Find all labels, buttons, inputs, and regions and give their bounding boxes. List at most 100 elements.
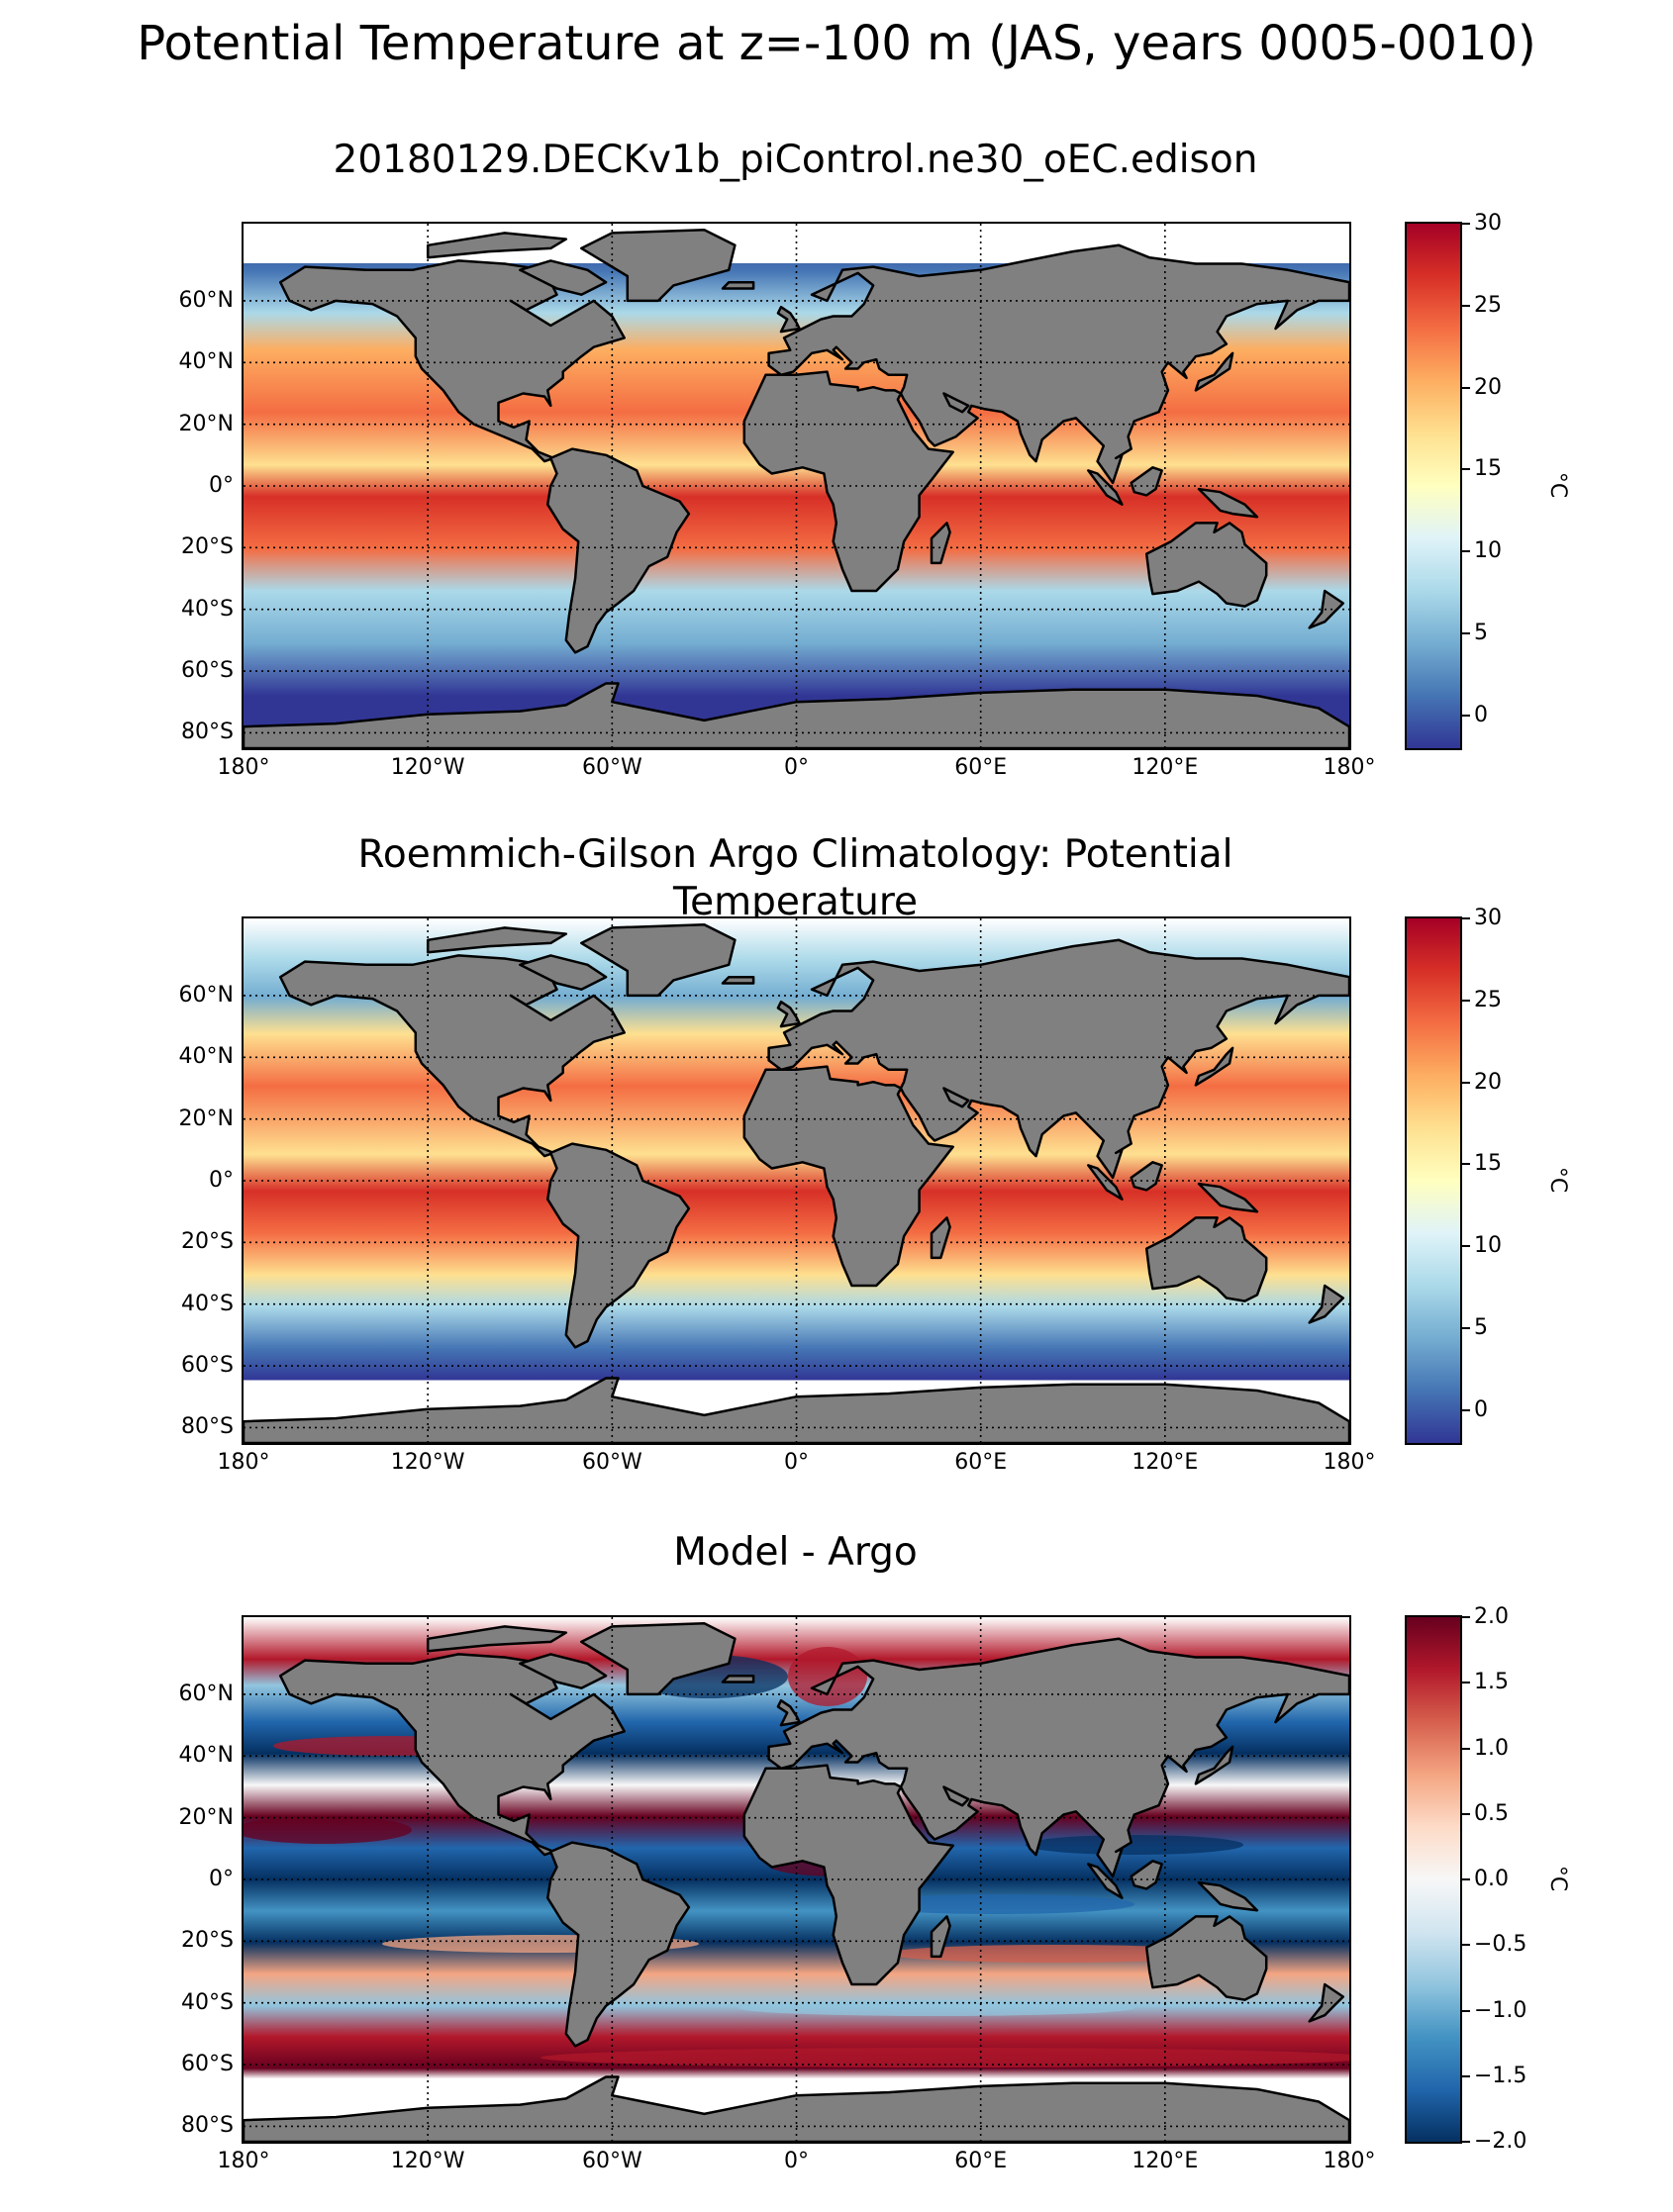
longitude-label: 180° (217, 755, 270, 780)
colorbar-tick-label: 15 (1474, 456, 1502, 482)
panel-1-colorbar (1405, 222, 1462, 750)
colorbar-tick (1460, 2009, 1470, 2012)
landmass-uk (776, 305, 801, 334)
panel-2-colorbar-unit: °C (1545, 1166, 1571, 1194)
colorbar-tick (1460, 1747, 1470, 1750)
landmass-greenland (580, 922, 737, 998)
landmass-sumatra (1087, 1863, 1124, 1899)
colorbar-tick-label: 5 (1474, 1315, 1488, 1341)
longitude-label: 180° (217, 1450, 270, 1475)
landmass-australia (1144, 1915, 1268, 2001)
colorbar-tick-label: 20 (1474, 374, 1502, 400)
longitude-label: 120°E (1132, 2149, 1199, 2173)
panel-3-title: Model - Argo (673, 1530, 918, 1575)
landmass-north-america (278, 1653, 626, 1857)
colorbar-tick (1460, 632, 1470, 635)
landmass-baffin (519, 954, 608, 991)
colorbar-tick-label: −1.0 (1474, 1997, 1527, 2023)
latitude-label: 60°N (178, 1681, 234, 1706)
landmass-north-america (278, 954, 626, 1158)
colorbar-tick (1460, 550, 1470, 553)
latitude-label: 20°N (178, 1106, 234, 1131)
continents (244, 1621, 1349, 2142)
longitude-label: 0° (784, 2149, 809, 2173)
landmass-australia (1144, 522, 1268, 608)
panel-2-title: Roemmich-Gilson Argo Climatology: Potent… (357, 832, 1233, 924)
panel-2-colorbar (1405, 916, 1462, 1445)
continents (244, 228, 1349, 748)
colorbar-tick (1460, 468, 1470, 471)
graticule (244, 224, 1349, 748)
graticule (244, 918, 1349, 1443)
latitude-label: 60°S (181, 658, 234, 684)
landmass-japan (1194, 1046, 1234, 1087)
colorbar-tick (1460, 2074, 1470, 2077)
colorbar-tick-label: 1.0 (1474, 1735, 1509, 1761)
landmass-eurasia-africa (742, 938, 1349, 1288)
landmass-north-america (278, 259, 626, 463)
longitude-label: 180° (217, 2149, 270, 2173)
latitude-label: 20°N (178, 411, 234, 436)
colorbar-tick (1460, 1944, 1470, 1947)
colorbar-tick-label: 30 (1474, 211, 1502, 236)
panel-3-map (242, 1615, 1351, 2144)
latitude-label: 20°S (181, 1229, 234, 1255)
colorbar-tick-label: 0 (1474, 1396, 1488, 1422)
graticule (244, 1617, 1349, 2142)
figure-title: Potential Temperature at z=-100 m (JAS, … (137, 16, 1536, 71)
colorbar-tick-label: 25 (1474, 987, 1502, 1012)
longitude-label: 60°E (954, 2149, 1008, 2173)
colorbar-tick-label: −2.0 (1474, 2129, 1527, 2154)
colorbar-tick-label: −1.5 (1474, 2063, 1527, 2088)
longitude-label: 180° (1323, 1450, 1376, 1475)
landmass-new-guinea (1197, 1880, 1259, 1912)
landmass-madagascar (930, 522, 951, 565)
colorbar-tick (1460, 223, 1470, 225)
longitude-label: 120°W (390, 755, 465, 780)
latitude-label: 40°S (181, 1291, 234, 1316)
longitude-label: 120°W (390, 1450, 465, 1475)
landmass-baffin (519, 1653, 608, 1689)
colorbar-tick (1460, 1245, 1470, 1248)
landmass-japan (1194, 1745, 1234, 1785)
landmass-antarctica (244, 682, 1349, 748)
longitude-label: 120°E (1132, 1450, 1199, 1475)
landmass-uk (776, 1698, 801, 1727)
landmass-greenland (580, 1621, 737, 1696)
landmass-indonesia-borneo (1130, 1860, 1163, 1890)
landmass-arctic-islands (426, 232, 568, 259)
colorbar-tick-label: 5 (1474, 621, 1488, 646)
landmass-antarctica (244, 2075, 1349, 2142)
colorbar-tick (1460, 386, 1470, 389)
latitude-label: 40°N (178, 1743, 234, 1769)
colorbar-tick-label: 30 (1474, 906, 1502, 930)
continents (244, 922, 1349, 1443)
landmass-iceland (721, 280, 755, 290)
longitude-label: 0° (784, 755, 809, 780)
longitude-label: 60°W (581, 755, 642, 780)
colorbar-tick-label: 2.0 (1474, 1604, 1509, 1629)
colorbar-tick (1460, 1163, 1470, 1166)
colorbar-tick-label: −0.5 (1474, 1932, 1527, 1958)
landmass-indonesia-borneo (1130, 466, 1163, 497)
latitude-label: 60°N (178, 287, 234, 313)
landmass-madagascar (930, 1915, 951, 1959)
colorbar-tick (1460, 2141, 1470, 2143)
latitude-label: 60°S (181, 1353, 234, 1379)
latitude-label: 20°S (181, 534, 234, 560)
panel-1-map (242, 222, 1351, 750)
landmass-arabia-gulf (942, 1087, 970, 1108)
panel-3-colorbar (1405, 1615, 1462, 2144)
colorbar-tick-label: 0 (1474, 702, 1488, 727)
colorbar-tick (1460, 714, 1470, 717)
colorbar-tick-label: 0.0 (1474, 1867, 1509, 1891)
colorbar-tick (1460, 1327, 1470, 1330)
latitude-label: 20°S (181, 1928, 234, 1954)
latitude-label: 80°S (181, 720, 234, 745)
colorbar-tick (1460, 917, 1470, 919)
latitude-label: 40°N (178, 349, 234, 375)
landmass-arctic-islands (426, 1625, 568, 1653)
panel-3-colorbar-unit: °C (1545, 1865, 1571, 1892)
longitude-label: 120°E (1132, 755, 1199, 780)
colorbar-tick (1460, 1616, 1470, 1618)
